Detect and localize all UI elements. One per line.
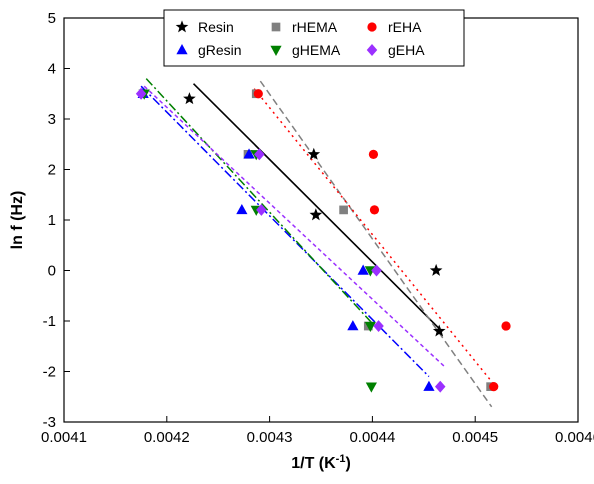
legend-marker-gresin — [176, 44, 188, 55]
data-point-geha — [254, 148, 265, 161]
fit-line-resin — [192, 83, 440, 330]
legend-label: gEHA — [388, 42, 425, 58]
legend-marker-resin — [175, 20, 189, 33]
legend-label: gResin — [198, 42, 242, 58]
y-tick-label: -1 — [43, 313, 56, 330]
y-tick-label: 1 — [48, 212, 56, 229]
y-tick-labels: -3 -2 -1 0 1 2 3 4 5 — [43, 10, 56, 431]
y-tick-label: 4 — [48, 61, 56, 78]
data-point-geha — [256, 203, 267, 216]
legend-label: rHEMA — [292, 19, 338, 35]
legend-label: rEHA — [388, 19, 422, 35]
data-point-gresin — [243, 148, 255, 159]
fit-line-rhema — [259, 80, 493, 408]
axis-ticks — [63, 17, 579, 423]
y-tick-label: -2 — [43, 364, 56, 381]
data-point-ghema — [364, 321, 376, 332]
x-tick-labels: 0.0041 0.0042 0.0043 0.0044 0.0045 0.0046 — [41, 429, 594, 446]
x-tick-label: 0.0042 — [144, 429, 190, 446]
data-point-reha — [253, 89, 263, 99]
fit-line-gresin — [140, 85, 430, 378]
y-tick-label: 2 — [48, 162, 56, 179]
data-point-ghema — [365, 382, 377, 393]
data-point-rhema — [339, 205, 348, 215]
data-point-geha — [373, 320, 384, 332]
fit-line-reha — [253, 88, 497, 388]
legend-marker-rhema — [271, 22, 281, 32]
data-point-gresin — [357, 264, 369, 275]
data-point-resin — [183, 92, 196, 105]
legend-marker-ghema — [270, 45, 282, 56]
fit-lines — [140, 78, 497, 408]
legend-marker-reha — [367, 22, 377, 32]
x-tick-label: 0.0043 — [247, 429, 293, 446]
legend-marker-geha — [366, 44, 378, 56]
data-point-geha — [135, 87, 147, 100]
data-point-resin — [432, 324, 446, 337]
x-tick-label: 0.0041 — [41, 429, 87, 446]
x-tick-label: 0.0046 — [555, 429, 594, 446]
data-point-gresin — [347, 320, 359, 331]
y-tick-label: 5 — [48, 10, 56, 27]
legend-label: gHEMA — [292, 42, 341, 58]
fit-line-geha — [143, 85, 445, 367]
data-point-geha — [371, 264, 382, 277]
fit-line-ghema — [145, 78, 373, 325]
data-point-gresin — [236, 203, 248, 215]
legend-label: Resin — [198, 19, 234, 35]
data-point-resin — [429, 263, 443, 276]
x-tick-label: 0.0044 — [349, 429, 395, 446]
x-axis-title: 1/T (K-1) — [291, 453, 351, 472]
data-point-geha — [434, 380, 446, 393]
data-point-reha — [368, 149, 379, 159]
data-point-resin — [307, 147, 321, 160]
data-point-gresin — [423, 380, 435, 391]
data-points — [135, 87, 511, 393]
plot-frame — [63, 17, 579, 423]
legend-box — [163, 9, 465, 67]
x-tick-label: 0.0045 — [452, 429, 498, 446]
data-point-reha — [501, 321, 511, 331]
legend: Resin rHEMA rEHA gResin gHEMA gEHA — [163, 9, 465, 67]
y-tick-label: -3 — [43, 414, 56, 431]
data-point-resin — [309, 208, 323, 221]
data-point-reha — [489, 382, 499, 392]
data-point-reha — [369, 205, 380, 215]
y-tick-label: 3 — [48, 111, 56, 128]
y-tick-label: 0 — [48, 263, 56, 280]
y-axis-title: ln f (Hz) — [9, 191, 26, 250]
